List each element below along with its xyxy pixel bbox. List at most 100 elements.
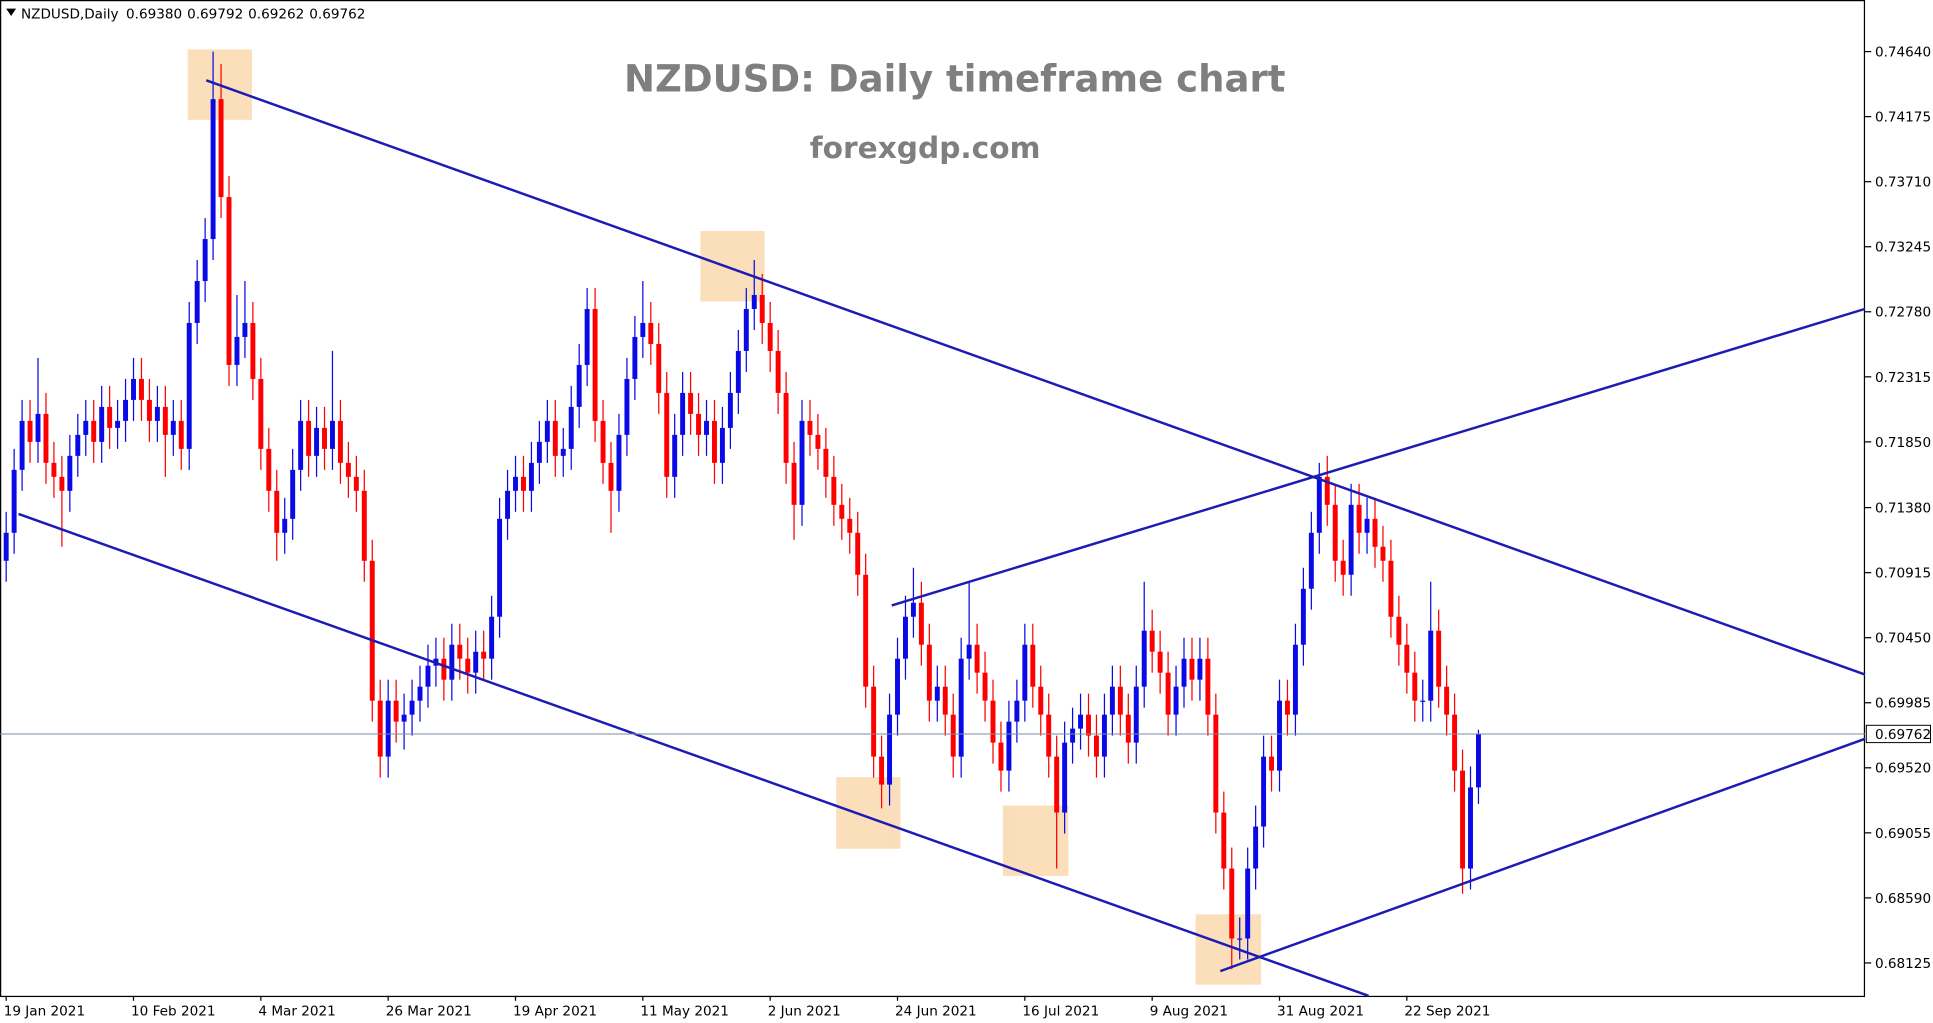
close-price: 0.69762 <box>309 7 365 23</box>
candle-body <box>934 686 940 701</box>
candle-body <box>520 476 526 491</box>
candle-body <box>481 651 487 659</box>
candle-body <box>497 518 503 617</box>
chart-subtitle: forexgdp.com <box>810 130 1041 165</box>
candle-body <box>871 686 877 757</box>
candle-body <box>465 658 471 673</box>
candle-body <box>799 420 805 505</box>
candle-body <box>823 448 829 477</box>
candle-body <box>1022 644 1028 701</box>
candle-body <box>91 420 97 442</box>
candle-body <box>27 420 33 442</box>
candle-body <box>1062 742 1068 813</box>
candle-body <box>1006 721 1012 771</box>
candle-body <box>1292 644 1298 715</box>
y-tick-label: 0.74175 <box>1875 110 1931 126</box>
candle-body <box>154 406 160 421</box>
candle-body <box>1380 546 1386 561</box>
candle-body <box>186 322 192 449</box>
candle-body <box>1269 756 1275 771</box>
candle-body <box>831 476 837 505</box>
candle-body <box>218 99 224 198</box>
candle-body <box>982 672 988 701</box>
trend-line <box>891 307 1866 607</box>
candle-body <box>67 455 73 491</box>
candle-body <box>282 518 288 533</box>
candle-body <box>1213 714 1219 813</box>
candle-body <box>1412 672 1418 701</box>
x-tick-label: 4 Mar 2021 <box>258 1004 335 1020</box>
candle-body <box>202 239 208 282</box>
candle-body <box>19 420 25 470</box>
high-price: 0.69792 <box>187 7 243 23</box>
candle-body <box>1420 700 1426 702</box>
candle-body <box>704 420 709 435</box>
candle-body <box>1277 700 1282 771</box>
candle-body <box>513 476 518 491</box>
candle-body <box>950 714 956 757</box>
candle-body <box>616 434 622 491</box>
candle-body <box>680 392 686 435</box>
candle-body <box>131 378 136 400</box>
x-tick-label: 11 May 2021 <box>640 1004 729 1020</box>
candle-body <box>123 399 129 421</box>
candle-body <box>489 616 495 659</box>
candle-body <box>1300 588 1306 645</box>
y-tick-label: 0.73710 <box>1875 175 1931 191</box>
candle-body <box>759 294 765 323</box>
y-tick-label: 0.69520 <box>1875 761 1931 777</box>
candle-body <box>266 448 272 491</box>
x-tick-label: 9 Aug 2021 <box>1150 1004 1228 1020</box>
candle-body <box>902 616 908 659</box>
candle-body <box>966 644 972 659</box>
trend-line <box>18 512 1369 997</box>
x-tick-label: 24 Jun 2021 <box>895 1004 977 1020</box>
candle-body <box>250 322 256 379</box>
candle-body <box>1229 868 1235 939</box>
candle-body <box>624 378 630 435</box>
candle-body <box>401 714 407 722</box>
candle-body <box>210 99 216 240</box>
candle-body <box>918 602 924 645</box>
highlight-zone <box>700 231 765 302</box>
candle-body <box>1324 476 1330 505</box>
candle-body <box>1133 686 1139 743</box>
candle-body <box>178 420 184 449</box>
candle-body <box>1117 686 1123 715</box>
y-tick-label: 0.72315 <box>1875 370 1931 386</box>
candle-body <box>1093 735 1099 757</box>
candle-body <box>1340 560 1346 575</box>
candle-body <box>1149 630 1155 652</box>
header: NZDUSD,Daily 0.69380 0.69792 0.69262 0.69762 <box>21 7 365 23</box>
candle-body <box>258 378 264 449</box>
candle-body <box>1332 504 1338 561</box>
candle-body <box>377 700 383 757</box>
trend-lines <box>18 79 1866 997</box>
candle-body <box>958 658 964 757</box>
candle-body <box>895 658 900 715</box>
candle-body <box>1475 733 1481 788</box>
candle-body <box>1388 560 1394 617</box>
y-tick-label: 0.69985 <box>1875 696 1931 712</box>
candle-body <box>107 406 113 428</box>
candle-body <box>1364 518 1370 533</box>
candle-body <box>146 399 152 421</box>
candle-body <box>711 420 717 463</box>
candle-body <box>767 322 773 351</box>
candle-body <box>1348 504 1354 575</box>
candle-body <box>783 392 789 463</box>
candle-body <box>1404 644 1410 673</box>
highlight-zone <box>836 777 901 849</box>
candle-body <box>847 518 853 533</box>
candle-body <box>855 532 861 575</box>
price-label-box <box>1865 724 1932 744</box>
candle-body <box>138 378 144 400</box>
highlight-zone <box>1002 805 1069 876</box>
candle-body <box>393 700 399 722</box>
candle-body <box>1038 686 1044 715</box>
candle-body <box>1460 770 1466 869</box>
candle-body <box>1197 658 1203 680</box>
candle-body <box>719 427 725 463</box>
candle-body <box>1237 938 1243 940</box>
